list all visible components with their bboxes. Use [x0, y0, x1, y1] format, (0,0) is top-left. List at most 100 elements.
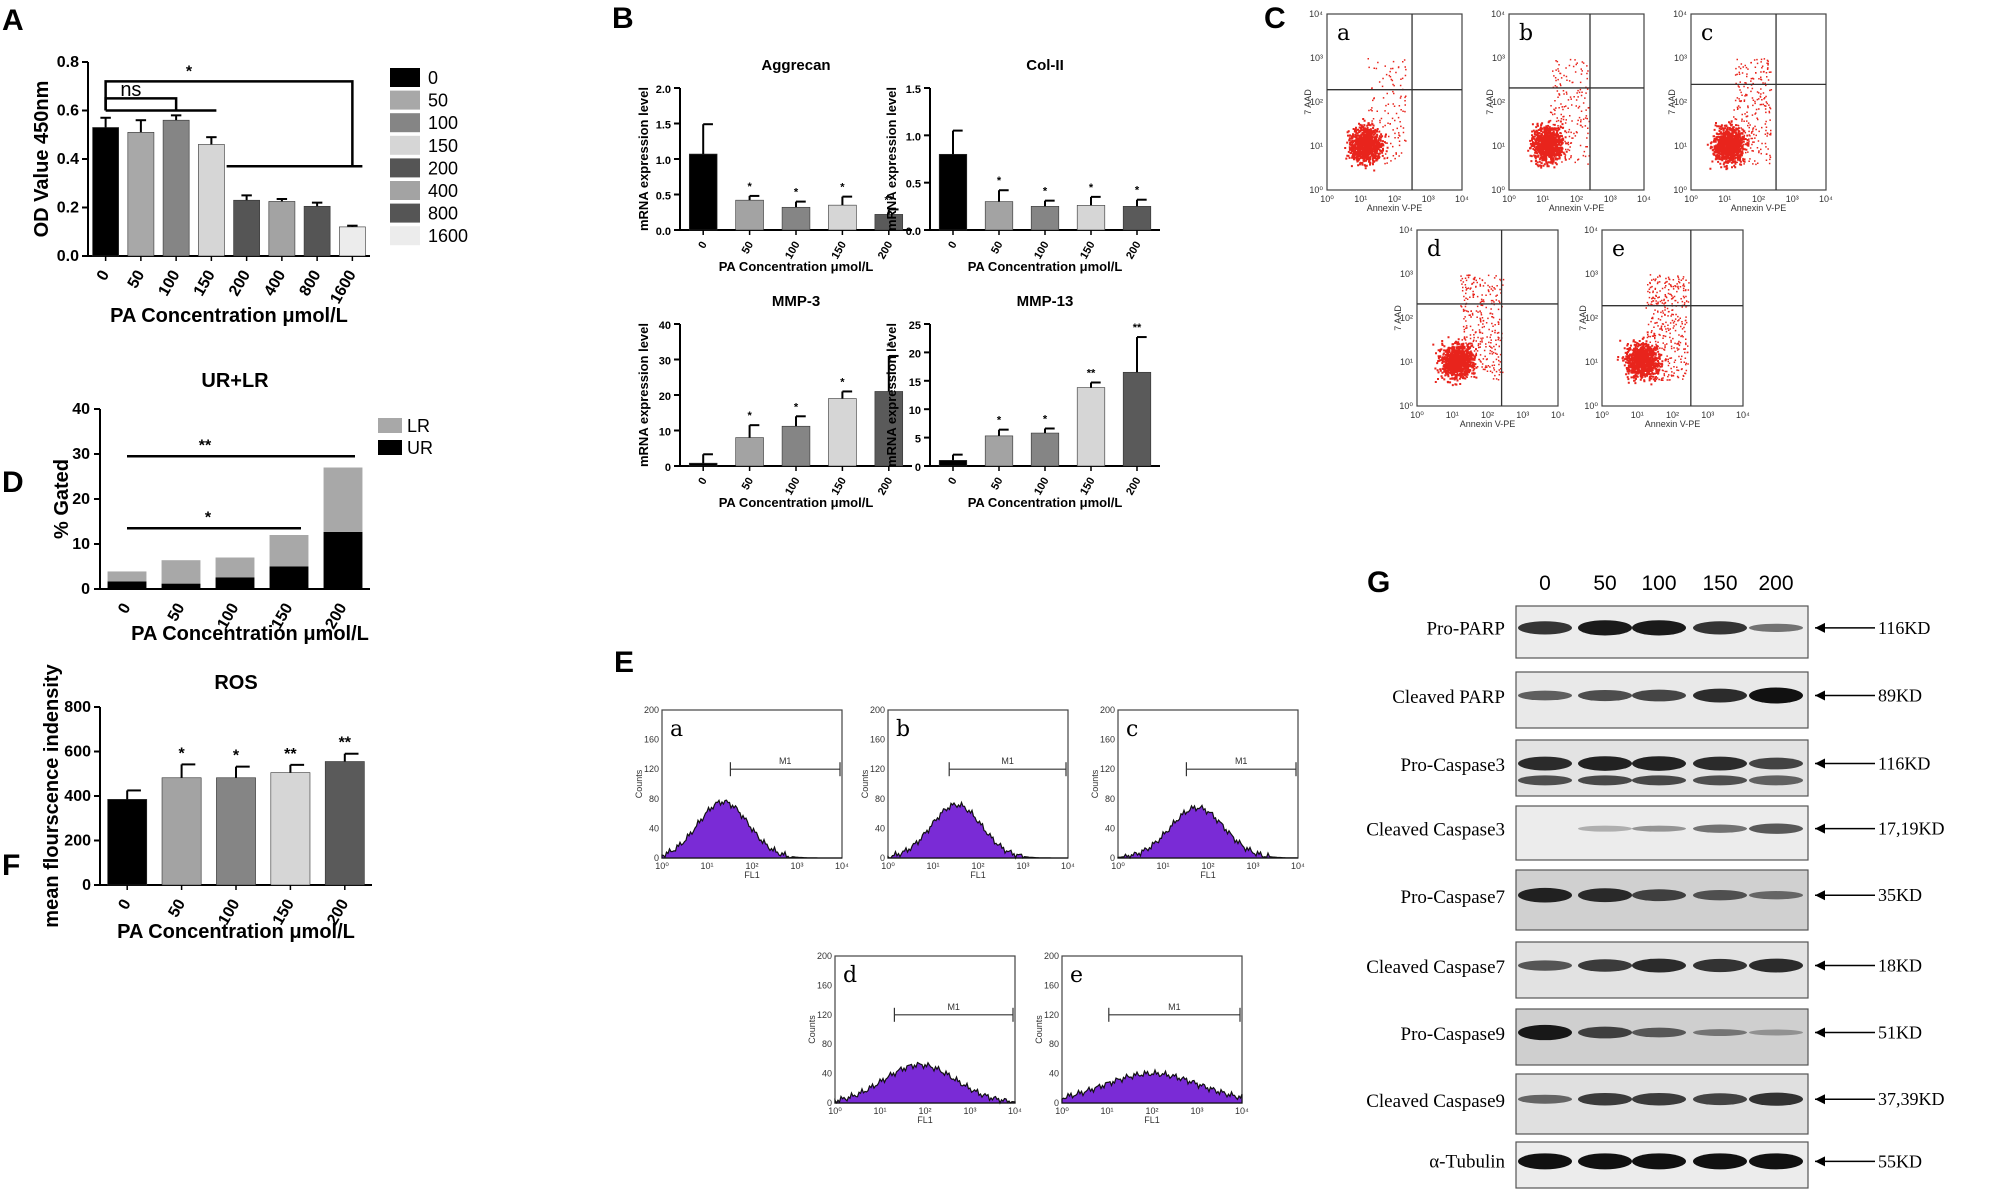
flow-x-tick: 10¹ [1446, 410, 1459, 420]
gate-label: M1 [1235, 756, 1248, 766]
bar-200 [874, 391, 904, 467]
panel-label-f: F [2, 849, 20, 882]
x-tick-label: 200 [876, 240, 896, 262]
kd-label: 51KD [1878, 1023, 1922, 1043]
histogram-y-axis-title: Counts [807, 1015, 817, 1044]
y-axis-title: mRNA expression level [636, 87, 651, 231]
bar-100 [781, 425, 811, 467]
flow-y-tick: 10⁴ [1399, 225, 1413, 235]
panel-label-b: B [612, 2, 634, 35]
histogram-x-tick: 10⁰ [655, 861, 669, 871]
x-tick-label: 50 [125, 267, 149, 291]
y-tick-label: 30 [659, 356, 671, 368]
lane-label-0: 0 [1539, 572, 1551, 595]
bar-100 [1030, 432, 1060, 467]
blot-row-6: Pro-Caspase9 51KD [1401, 1008, 1922, 1066]
significance-mark: * [997, 175, 1002, 187]
bar-200 [233, 199, 260, 257]
significance-mark: ** [1133, 322, 1142, 334]
x-axis-title: PA Concentration μmol/L [968, 495, 1123, 510]
blot-row-8: α-Tubulin 55KD [1429, 1141, 1922, 1189]
chart-title: MMP-13 [1017, 293, 1074, 310]
blot-row-7: Cleaved Caspase9 37,39KD [1366, 1073, 1945, 1135]
significance-mark: * [794, 401, 799, 413]
x-tick-label: 50 [989, 240, 1006, 257]
x-tick-label: 50 [165, 600, 189, 624]
flow-y-tick: 10⁰ [1673, 185, 1687, 195]
flow-dot-cloud [1432, 274, 1505, 387]
bar-150 [198, 144, 225, 257]
band-lane-200 [1749, 1092, 1803, 1106]
flow-y-tick: 10⁰ [1584, 401, 1598, 411]
flow-dot-cloud [1344, 58, 1407, 172]
y-tick-label: 15 [909, 377, 921, 389]
histogram-y-tick: 40 [875, 823, 885, 833]
blot-row-label: Cleaved Caspase3 [1366, 820, 1505, 841]
histogram-y-tick: 160 [870, 735, 885, 745]
significance-star: * [186, 64, 193, 81]
flow-x-tick: 10² [1388, 194, 1401, 204]
flow-y-tick: 10³ [1585, 269, 1598, 279]
flow-x-tick: 10⁰ [1684, 194, 1698, 204]
legend-swatch-1600 [390, 226, 420, 246]
histogram-y-axis-title: Counts [1034, 1015, 1044, 1044]
flow-y-tick: 10⁴ [1673, 9, 1687, 19]
histogram-x-tick: 10⁴ [1008, 1106, 1022, 1116]
x-tick-label: 200 [876, 476, 896, 498]
band-lane-150 [1693, 1093, 1747, 1106]
blot-row-label: α-Tubulin [1429, 1151, 1505, 1172]
flow-x-axis-title: Annexin V-PE [1367, 203, 1423, 213]
y-tick-label: 20 [659, 391, 671, 403]
flow-x-tick: 10² [1570, 194, 1583, 204]
chart-title: ROS [214, 672, 257, 694]
stacked-segment-LR-150 [269, 535, 309, 567]
y-tick-label: 0 [81, 581, 90, 598]
flow-y-axis-title: 7 AAD [1393, 305, 1403, 331]
flow-y-tick: 10⁴ [1491, 9, 1505, 19]
kd-arrow-head [1815, 758, 1825, 769]
significance-mark: * [747, 181, 752, 193]
bar-100 [216, 777, 256, 886]
kd-label: 116KD [1878, 754, 1930, 774]
flow-y-tick: 10⁴ [1584, 225, 1598, 235]
gate-label: M1 [947, 1002, 960, 1012]
band-lane-200 [1749, 687, 1803, 704]
flow-y-tick: 10³ [1674, 53, 1687, 63]
band-lane-50 [1578, 620, 1632, 636]
stacked-segment-LR-50 [161, 560, 201, 584]
kd-label: 55KD [1878, 1151, 1922, 1171]
band-lane-0 [1518, 621, 1572, 635]
histogram-distribution [661, 798, 842, 859]
y-axis-title: OD Value 450nm [31, 81, 53, 238]
kd-label: 37,39KD [1878, 1089, 1945, 1109]
flow-y-tick: 10¹ [1674, 141, 1687, 151]
flow-y-tick: 10² [1585, 313, 1598, 323]
histogram-x-axis-title: FL1 [1200, 870, 1216, 880]
flow-plot-letter: d [1427, 237, 1441, 262]
blot-row-label: Pro-PARP [1426, 619, 1505, 640]
flow-plot-frame [1690, 13, 1827, 191]
flow-x-tick: 10¹ [1536, 194, 1549, 204]
band-lane-200 [1749, 757, 1803, 770]
flow-x-tick: 10² [1752, 194, 1765, 204]
histogram-c: M1 c 10⁰ 10¹ 10² 10³ 10⁴ 0 40 80 120 160 200 FL1 Count… [1090, 705, 1305, 880]
stacked-segment-UR-100 [215, 577, 255, 589]
x-axis-title: PA Concentration μmol/L [117, 921, 355, 943]
flow-y-axis-title: 7 AAD [1667, 89, 1677, 115]
y-tick-label: 0 [915, 462, 921, 474]
bar-0 [688, 462, 718, 467]
flow-plot-e: e 10⁰ 10¹ 10² 10³ 10⁴ 10⁰ 10¹ 10² 10³ 10⁴ Annexin V… [1578, 225, 1750, 429]
histogram-y-axis-title: Counts [860, 769, 870, 798]
flow-cytometry-panels: a 10⁰ 10¹ 10² 10³ 10⁴ 10⁰ 10¹ 10² 10³ 10⁴ Annexin V… [1303, 9, 1833, 429]
flow-y-tick: 10³ [1400, 269, 1413, 279]
x-tick-label: 1600 [327, 267, 360, 306]
flow-x-tick: 10⁴ [1819, 194, 1833, 204]
kd-label: 18KD [1878, 956, 1922, 976]
x-tick-label: 0 [94, 267, 113, 283]
histogram-x-axis-title: FL1 [744, 870, 760, 880]
lane-label-200: 200 [1758, 572, 1793, 595]
histogram-b: M1 b 10⁰ 10¹ 10² 10³ 10⁴ 0 40 80 120 160 200 FL1 Count… [860, 705, 1075, 880]
flow-plot-letter: c [1701, 21, 1713, 46]
